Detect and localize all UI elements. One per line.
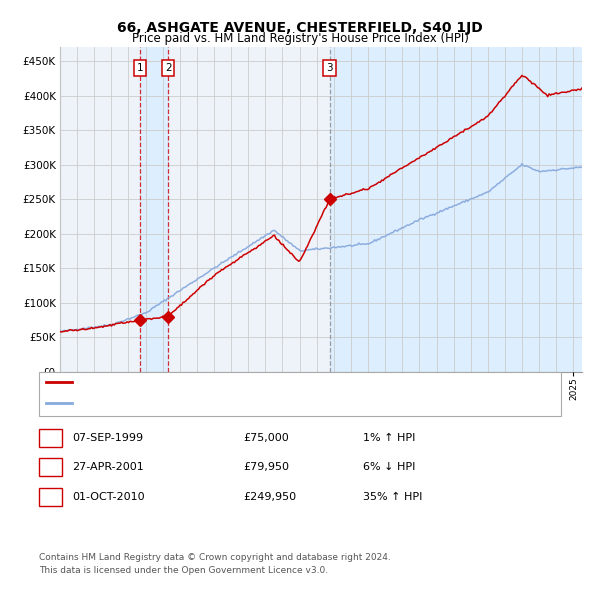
Bar [329, 47, 582, 372]
Text: This data is licensed under the Open Government Licence v3.0.: This data is licensed under the Open Gov… [39, 566, 328, 575]
Text: £75,000: £75,000 [243, 433, 289, 442]
Text: 1: 1 [47, 433, 54, 442]
Text: 1% ↑ HPI: 1% ↑ HPI [363, 433, 415, 442]
Text: 2: 2 [47, 463, 54, 472]
Text: 6% ↓ HPI: 6% ↓ HPI [363, 463, 415, 472]
Text: HPI: Average price, detached house, Chesterfield: HPI: Average price, detached house, Ches… [78, 399, 334, 408]
Text: 35% ↑ HPI: 35% ↑ HPI [363, 492, 422, 502]
Bar [140, 47, 168, 372]
Text: 66, ASHGATE AVENUE, CHESTERFIELD, S40 1JD: 66, ASHGATE AVENUE, CHESTERFIELD, S40 1J… [117, 21, 483, 35]
Text: £79,950: £79,950 [243, 463, 289, 472]
Text: 1: 1 [137, 63, 143, 73]
Text: 2: 2 [165, 63, 172, 73]
Text: 01-OCT-2010: 01-OCT-2010 [72, 492, 145, 502]
Text: 3: 3 [326, 63, 333, 73]
Text: Price paid vs. HM Land Registry's House Price Index (HPI): Price paid vs. HM Land Registry's House … [131, 32, 469, 45]
Text: 66, ASHGATE AVENUE, CHESTERFIELD, S40 1JD (detached house): 66, ASHGATE AVENUE, CHESTERFIELD, S40 1J… [78, 378, 418, 388]
Text: Contains HM Land Registry data © Crown copyright and database right 2024.: Contains HM Land Registry data © Crown c… [39, 553, 391, 562]
Text: 27-APR-2001: 27-APR-2001 [72, 463, 144, 472]
Text: 3: 3 [47, 492, 54, 502]
Text: £249,950: £249,950 [243, 492, 296, 502]
Text: 07-SEP-1999: 07-SEP-1999 [72, 433, 143, 442]
